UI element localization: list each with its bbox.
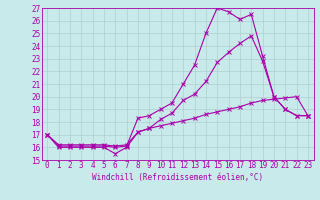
X-axis label: Windchill (Refroidissement éolien,°C): Windchill (Refroidissement éolien,°C) (92, 173, 263, 182)
